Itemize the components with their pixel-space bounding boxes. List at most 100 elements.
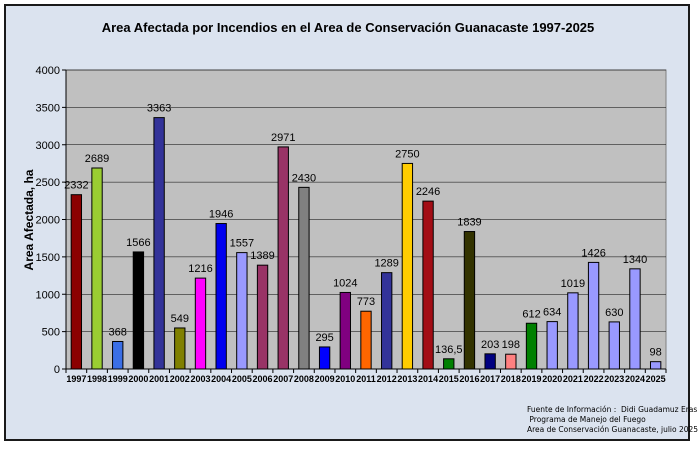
data-label-2009: 295: [315, 332, 333, 344]
bar-2012: [381, 272, 393, 370]
data-label-2016: 1839: [457, 217, 481, 229]
y-tick-label: 4000: [36, 65, 60, 77]
x-tick-label: 2004: [211, 374, 231, 384]
bar-2017: [484, 353, 496, 370]
bar-2023: [608, 321, 620, 370]
x-tick-label: 2024: [625, 374, 645, 384]
x-tick-label: 2000: [128, 374, 148, 384]
bar-2009: [318, 346, 331, 370]
x-tick-label: 2008: [294, 374, 314, 384]
source-line-3: Area de Conservación Guanacaste, julio 2…: [527, 425, 699, 434]
x-tick-label: 2012: [377, 374, 397, 384]
bar-2002: [174, 327, 186, 370]
data-label-2015: 136,5: [435, 344, 463, 356]
bar-1998: [91, 167, 103, 370]
bar-2024: [629, 268, 641, 370]
source-note: Fuente de Información : Didi Guadamuz Er…: [527, 405, 698, 435]
x-tick-label: 2005: [232, 374, 252, 384]
data-label-1999: 368: [109, 326, 127, 338]
data-label-2007: 2971: [271, 132, 295, 144]
x-tick-label: 2006: [253, 374, 273, 384]
x-tick-label: 2020: [542, 374, 562, 384]
data-label-2008: 2430: [292, 172, 316, 184]
bar-2008: [298, 186, 310, 370]
x-tick-label: 2011: [356, 374, 376, 384]
x-tick-label: 2019: [522, 374, 542, 384]
x-axis: 1997 1998 1999 2000 2001 2002 2003 2004 2005 2006…: [65, 369, 667, 384]
x-tick-label: 2009: [315, 374, 335, 384]
data-label-2025: 98: [650, 347, 662, 359]
bar-2018: [505, 353, 517, 370]
x-tick-label: 2003: [190, 374, 210, 384]
bar-2019: [525, 322, 538, 370]
y-tick-label: 0: [54, 364, 60, 376]
chart-title: Area Afectada por Incendios en el Area d…: [102, 20, 595, 35]
data-label-1998: 2689: [85, 153, 109, 165]
bar-2005: [236, 252, 248, 370]
grid-lines: [66, 69, 666, 332]
data-label-2022: 1426: [581, 247, 605, 259]
y-tick-label: 3000: [36, 140, 60, 152]
x-tick-label: 2010: [335, 374, 355, 384]
bar-2003: [194, 277, 207, 370]
data-label-2004: 1946: [209, 209, 233, 221]
x-tick-label: 1998: [87, 374, 107, 384]
data-label-2000: 1566: [126, 237, 150, 249]
x-tick-label: 2017: [480, 374, 500, 384]
bar-2011: [360, 310, 372, 370]
data-label-2012: 1289: [374, 258, 398, 270]
bar-2020: [546, 321, 558, 370]
data-label-2003: 1216: [188, 263, 212, 275]
y-axis-label: Area Afectada, ha: [22, 169, 36, 270]
data-label-2014: 2246: [416, 186, 440, 198]
data-label-2013: 2750: [395, 148, 419, 160]
bar-2015: [443, 358, 455, 370]
x-tick-label: 2007: [273, 374, 293, 384]
x-tick-label: 2014: [418, 374, 438, 384]
data-label-2011: 773: [357, 296, 375, 308]
x-tick-label: 2022: [584, 374, 604, 384]
bar-2000: [132, 251, 145, 370]
bar-2007: [277, 146, 289, 370]
data-label-2005: 1557: [230, 238, 254, 250]
y-tick-label: 1000: [36, 289, 60, 301]
x-tick-label: 2016: [459, 374, 479, 384]
bar-2014: [422, 200, 434, 370]
bar-2016: [463, 231, 476, 370]
bar-1997: [70, 194, 83, 370]
x-tick-label: 2001: [149, 374, 169, 384]
data-label-2001: 3363: [147, 103, 171, 115]
bar-2013: [401, 162, 414, 370]
source-line-2: Programa de Manejo del Fuego: [527, 415, 646, 424]
x-tick-label: 2013: [397, 374, 417, 384]
x-tick-label: 2018: [501, 374, 521, 384]
source-line-1: Fuente de Información : Didi Guadamuz Er…: [527, 405, 698, 414]
y-tick-label: 3500: [36, 102, 60, 114]
x-tick-label: 1999: [108, 374, 128, 384]
data-label-2024: 1340: [623, 254, 647, 266]
bar-1999: [112, 340, 124, 370]
x-tick-label: 2015: [439, 374, 459, 384]
x-tick-label: 2025: [646, 374, 666, 384]
x-tick-label: 2023: [604, 374, 624, 384]
data-label-2023: 630: [605, 307, 623, 319]
y-tick-label: 2500: [36, 177, 60, 189]
x-tick-label: 2021: [563, 374, 583, 384]
bars: [70, 117, 662, 370]
bar-2025: [649, 361, 662, 370]
data-label-1997: 2332: [64, 180, 88, 192]
bar-2022: [587, 261, 600, 370]
data-label-2020: 634: [543, 307, 561, 319]
data-label-2018: 198: [502, 339, 520, 351]
x-tick-label: 1997: [66, 374, 86, 384]
data-label-2017: 203: [481, 339, 499, 351]
bar-2006: [256, 264, 269, 370]
y-tick-label: 1500: [36, 252, 60, 264]
data-label-2021: 1019: [561, 278, 585, 290]
bar-2021: [567, 292, 579, 370]
y-tick-label: 2000: [36, 215, 60, 227]
data-label-2019: 612: [522, 308, 540, 320]
bar-2001: [153, 117, 165, 370]
